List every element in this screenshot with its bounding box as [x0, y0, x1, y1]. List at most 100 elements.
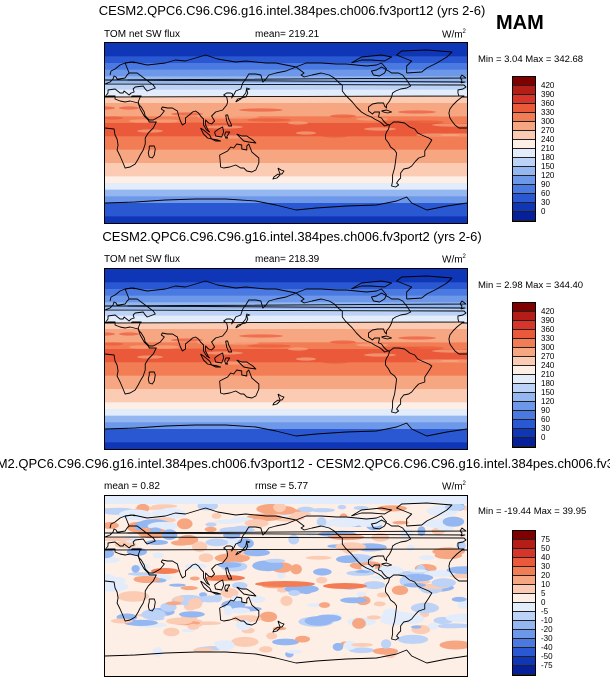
zonal-band: [105, 176, 467, 184]
diff-anomaly: [188, 598, 203, 609]
coastline: [385, 574, 433, 641]
colorbar-label: -5: [541, 607, 549, 616]
field-variation: [187, 358, 219, 362]
zonal-band: [105, 355, 467, 363]
coastline: [105, 72, 467, 98]
zonal-band: [105, 402, 467, 410]
colorbar-box: [513, 185, 535, 194]
field-variation: [440, 359, 467, 363]
diff-anomaly: [446, 566, 467, 574]
zonal-band: [105, 203, 467, 211]
colorbar-label: 210: [541, 370, 555, 379]
zonal-band: [105, 309, 467, 317]
zonal-band: [105, 295, 467, 303]
zonal-band: [105, 302, 467, 310]
field-variation: [205, 351, 243, 355]
field-variation: [296, 131, 316, 135]
coastline: [105, 527, 467, 537]
field-variation: [239, 334, 283, 338]
zonal-band: [105, 143, 467, 151]
colorbar-label: -75: [541, 661, 553, 670]
field-variation: [356, 117, 388, 121]
diff-anomaly: [230, 607, 251, 614]
colorbar-box: [513, 576, 535, 585]
panel3-rmse-label: rmse = 5.77: [255, 481, 309, 492]
colorbar-label: -10: [541, 616, 553, 625]
panel1-mean-label: mean= 219.21: [255, 29, 320, 40]
panel3-units: W/m2: [442, 481, 466, 493]
zonal-band: [105, 129, 467, 137]
colorbar-box: [513, 140, 535, 149]
diff-anomaly: [406, 545, 415, 551]
diff-anomaly: [255, 581, 315, 587]
colorbar-box: [513, 603, 535, 612]
diff-anomaly: [356, 591, 367, 597]
coastline: [105, 300, 467, 310]
colorbar-label: 40: [541, 553, 550, 562]
diff-anomaly: [377, 505, 407, 512]
diff-anomaly: [295, 635, 311, 643]
field-variation: [221, 115, 259, 119]
diff-anomaly: [141, 609, 166, 620]
diff-anomaly: [181, 628, 195, 633]
coastline: [236, 586, 257, 597]
field-variation: [372, 333, 404, 337]
field-variation: [288, 347, 308, 351]
panel3-minmax: Min = -19.44 Max = 39.95: [478, 506, 587, 517]
field-variation: [119, 332, 139, 336]
colorbar-label: 20: [541, 571, 550, 580]
zonal-band: [105, 156, 467, 164]
colorbar-box: [513, 411, 535, 420]
zonal-band: [105, 415, 467, 423]
field-variation: [364, 127, 396, 131]
coastline: [225, 340, 233, 353]
field-variation: [356, 343, 388, 347]
zonal-band: [105, 209, 467, 217]
colorbar-box: [513, 558, 535, 567]
field-variation: [187, 132, 219, 136]
diff-anomaly: [250, 596, 266, 603]
diff-anomaly: [232, 581, 248, 589]
colorbar-label: 330: [541, 108, 555, 117]
field-variation: [247, 344, 291, 348]
diff-anomaly: [110, 618, 133, 624]
coastline: [147, 371, 156, 385]
colorbar-box: [513, 540, 535, 549]
diff-anomaly: [352, 618, 366, 629]
panel3-colorbar: 75 50 40 30 20 10 5 0 -5 -10 -20 -30 -40 -50 -75: [512, 530, 553, 676]
diff-anomaly: [244, 519, 269, 528]
diff-anomaly: [169, 583, 186, 587]
colorbar-label: 240: [541, 361, 555, 370]
diff-anomaly: [235, 619, 252, 631]
zonal-band: [105, 136, 467, 144]
field-variation: [304, 111, 324, 115]
diff-anomaly: [335, 542, 366, 552]
zonal-band: [105, 442, 467, 449]
diff-anomaly: [437, 526, 454, 531]
colorbar-label: 60: [541, 189, 550, 198]
diff-anomaly: [354, 517, 385, 527]
zonal-band: [105, 362, 467, 370]
colorbar-box: [513, 621, 535, 630]
coastline: [225, 114, 233, 127]
coastline: [214, 126, 225, 138]
colorbar-label: -50: [541, 652, 553, 661]
diff-anomaly: [243, 549, 270, 557]
panel3-title: CESM2.QPC6.C96.C96.g16.intel.384pes.ch00…: [0, 456, 610, 471]
zonal-band: [105, 103, 467, 111]
zonal-band: [105, 349, 467, 357]
colorbar-label: 120: [541, 397, 555, 406]
diff-anomaly: [392, 520, 409, 525]
coastline: [211, 364, 222, 368]
field-variation: [171, 338, 203, 342]
colorbar-box: [513, 348, 535, 357]
colorbar-box: [513, 630, 535, 639]
panel2-units: W/m2: [442, 254, 466, 266]
field-variation: [390, 130, 428, 134]
coastline: [235, 540, 251, 556]
zonal-band: [105, 429, 467, 437]
field-variation: [111, 352, 131, 356]
coastline: [214, 579, 225, 591]
diff-anomaly: [297, 506, 315, 513]
coastline: [295, 62, 412, 127]
